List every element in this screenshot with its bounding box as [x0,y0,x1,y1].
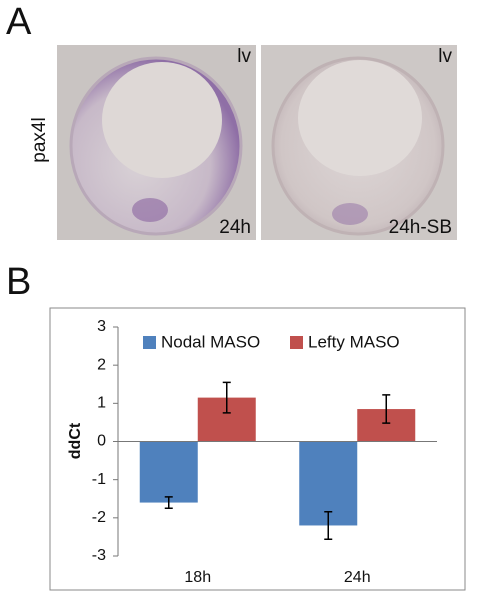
y-tick-label: -3 [92,547,106,564]
view-label: lv [237,46,251,67]
legend-label: Nodal MASO [161,332,260,351]
stain [132,198,168,222]
y-tick-label: 3 [97,318,106,335]
condition-label: 24h [219,217,251,238]
stain [332,203,368,225]
legend-label: Lefty MASO [308,332,400,351]
y-tick-label: 1 [97,395,106,412]
embryo-cavity [298,60,422,176]
bar [139,441,198,503]
condition-label: 24h-SB [389,217,452,238]
legend-swatch [143,336,156,349]
x-tick-label: 18h [184,569,211,586]
embryo-cavity [102,62,222,178]
y-axis-label: ddCt [67,422,84,459]
x-tick-label: 24h [344,569,371,586]
panel-label: A [6,1,32,43]
gene-label: pax4l [29,117,50,162]
y-tick-label: 2 [97,356,106,373]
view-label: lv [438,46,452,67]
error-bar [382,394,391,424]
chart-frame [49,307,466,591]
y-tick-label: -1 [92,471,106,488]
error-bar [324,510,333,540]
y-tick-label: 0 [97,433,106,450]
error-bar [164,496,173,510]
error-bar [222,381,231,414]
y-tick-label: -2 [92,509,106,526]
legend-swatch [290,336,303,349]
panel-label: B [6,261,31,303]
